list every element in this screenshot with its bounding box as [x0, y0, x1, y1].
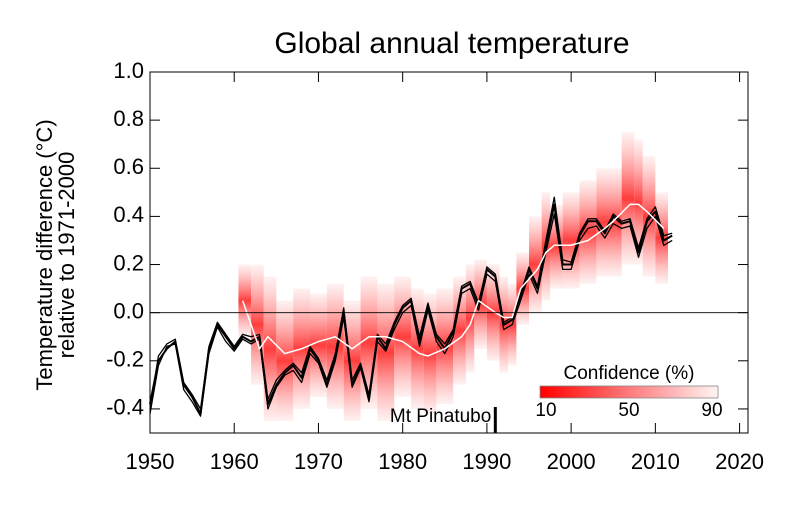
confidence-band	[377, 283, 395, 421]
x-tick-label: 2000	[547, 449, 596, 474]
confidence-band	[609, 168, 622, 277]
confidence-band	[579, 180, 597, 284]
x-tick-label: 1950	[126, 449, 175, 474]
y-tick-label: -0.2	[106, 347, 144, 372]
y-tick-label: 0.0	[113, 298, 144, 323]
annotation-text: Mt Pinatubo	[390, 406, 491, 427]
confidence-band	[465, 264, 475, 373]
confidence-band	[276, 300, 294, 421]
data-line	[149, 213, 673, 417]
y-tick-label: 0.8	[113, 106, 144, 131]
data-line	[149, 196, 673, 410]
confidence-band	[621, 132, 635, 265]
y-tick-label: 0.6	[113, 154, 144, 179]
x-tick-label: 1960	[210, 449, 259, 474]
chart-title: Global annual temperature	[274, 27, 629, 60]
colorbar-title: Confidence (%)	[564, 363, 695, 384]
confidence-band	[326, 283, 344, 409]
confidence-band	[238, 264, 252, 337]
x-tick-label: 1970	[294, 449, 343, 474]
x-tick-label: 1990	[462, 449, 511, 474]
confidence-band	[550, 204, 563, 289]
y-axis-label: relative to 1971-2000	[54, 152, 79, 359]
y-axis-label: Temperature difference (°C)	[32, 119, 57, 390]
y-tick-label: 0.2	[113, 250, 144, 275]
confidence-band	[634, 139, 643, 265]
x-tick-label: 1980	[378, 449, 427, 474]
confidence-band	[343, 300, 361, 421]
confidence-band	[596, 168, 610, 277]
x-tick-label: 2010	[631, 449, 680, 474]
plot-frame	[149, 71, 749, 434]
y-tick-label: -0.4	[106, 395, 144, 420]
confidence-band	[251, 264, 264, 385]
confidence-band	[436, 288, 454, 405]
confidence-band	[453, 276, 466, 385]
y-tick-label: 1.0	[113, 58, 144, 83]
colorbar-tick-label: 10	[535, 400, 556, 421]
colorbar-tick-label: 90	[701, 400, 722, 421]
x-tick-label: 2020	[715, 449, 764, 474]
y-tick-label: 0.4	[113, 202, 144, 227]
confidence-band	[360, 276, 378, 409]
confidence-band	[394, 276, 412, 397]
colorbar	[539, 385, 719, 399]
colorbar-tick-label: 50	[618, 400, 639, 421]
